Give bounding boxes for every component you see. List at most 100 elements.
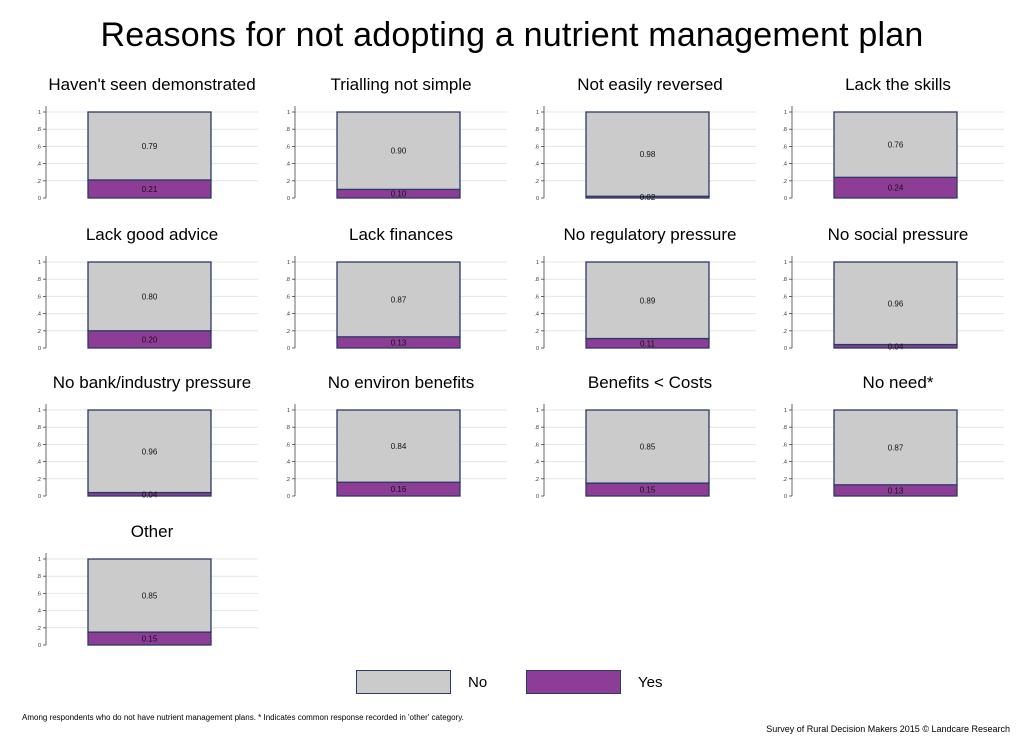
panel-title: Trialling not simple	[330, 75, 472, 94]
value-label-no: 0.79	[142, 142, 158, 151]
y-tick-label: .6	[782, 294, 787, 300]
y-tick-label: .6	[534, 294, 539, 300]
chart-panel: No environ benefits 0 .2 .4 .6 .8 1 0.84 0.16	[281, 373, 521, 513]
y-tick-label: 1	[38, 408, 41, 414]
y-tick-label: .6	[782, 144, 787, 150]
y-tick-label: .2	[36, 179, 41, 185]
panel-plot: 0 .2 .4 .6 .8 1 0.85 0.15	[36, 553, 258, 649]
panel-plot: 0 .2 .4 .6 .8 1 0.90 0.10	[285, 106, 507, 202]
panel-title: Haven't seen demonstrated	[48, 75, 256, 94]
y-tick-label: .8	[36, 425, 41, 431]
y-tick-label: .2	[782, 179, 787, 185]
bar-no	[87, 111, 212, 181]
y-tick-label: .8	[782, 425, 787, 431]
y-tick-label: 1	[536, 110, 539, 116]
y-tick-label: .6	[782, 442, 787, 448]
y-tick-label: .8	[285, 277, 290, 283]
y-tick-label: .8	[36, 127, 41, 133]
y-tick-label: 1	[287, 408, 290, 414]
legend-swatch-no	[356, 670, 451, 694]
y-tick-label: 0	[38, 346, 41, 352]
panel-title: Not easily reversed	[577, 75, 723, 94]
chart-panel: Lack good advice 0 .2 .4 .6 .8 1 0.80 0.20	[32, 225, 272, 365]
bar-no	[336, 409, 461, 483]
y-tick-label: .2	[782, 329, 787, 335]
value-label-no: 0.80	[142, 292, 158, 301]
y-tick-label: .6	[534, 144, 539, 150]
legend-swatch-yes	[526, 670, 621, 694]
y-tick-label: .4	[782, 312, 787, 318]
y-tick-label: 1	[784, 408, 787, 414]
y-tick-label: 0	[287, 494, 290, 500]
y-tick-label: .8	[36, 574, 41, 580]
y-tick-label: 0	[38, 196, 41, 202]
bar-no	[87, 261, 212, 332]
footnote: Among respondents who do not have nutrie…	[22, 713, 464, 722]
chart-panel: Lack finances 0 .2 .4 .6 .8 1 0.87 0.13	[281, 225, 521, 365]
panel-plot: 0 .2 .4 .6 .8 1 0.84 0.16	[285, 404, 507, 500]
bar-no	[833, 409, 958, 486]
y-tick-label: 1	[536, 260, 539, 266]
y-tick-label: .8	[534, 127, 539, 133]
value-label-yes: 0.15	[640, 486, 656, 495]
y-tick-label: .4	[36, 312, 41, 318]
legend-label-no: No	[468, 674, 488, 691]
value-label-no: 0.96	[888, 299, 904, 308]
y-tick-label: .4	[36, 609, 41, 615]
y-tick-label: .4	[534, 460, 539, 466]
y-tick-label: .8	[534, 425, 539, 431]
y-tick-label: 1	[38, 557, 41, 563]
y-tick-label: 1	[536, 408, 539, 414]
panel-title: No need*	[862, 373, 934, 392]
y-tick-label: 1	[784, 110, 787, 116]
panel-title: Other	[130, 522, 174, 541]
y-tick-label: 0	[536, 346, 539, 352]
y-tick-label: 1	[287, 260, 290, 266]
value-label-yes: 0.24	[888, 184, 904, 193]
bar-no	[585, 409, 710, 484]
y-tick-label: .8	[285, 127, 290, 133]
panel-plot: 0 .2 .4 .6 .8 1 0.76 0.24	[782, 106, 1004, 202]
chart-panel: Benefits < Costs 0 .2 .4 .6 .8 1 0.85 0.15	[530, 373, 770, 513]
y-tick-label: 0	[784, 196, 787, 202]
panel-title: Benefits < Costs	[587, 373, 713, 392]
panel-plot: 0 .2 .4 .6 .8 1 0.87 0.13	[285, 256, 507, 352]
bar-no	[833, 261, 958, 346]
y-tick-label: 1	[38, 260, 41, 266]
value-label-no: 0.96	[142, 447, 158, 456]
y-tick-label: .8	[36, 277, 41, 283]
y-tick-label: 0	[536, 196, 539, 202]
panel-plot: 0 .2 .4 .6 .8 1 0.89 0.11	[534, 256, 756, 352]
panel-title: No environ benefits	[327, 373, 475, 392]
y-tick-label: 1	[38, 110, 41, 116]
panel-plot: 0 .2 .4 .6 .8 1 0.79 0.21	[36, 106, 258, 202]
value-label-yes: 0.04	[142, 490, 158, 499]
panel-plot: 0 .2 .4 .6 .8 1 0.96 0.04	[782, 256, 1004, 352]
value-label-no: 0.90	[391, 147, 407, 156]
chart-panel: No regulatory pressure 0 .2 .4 .6 .8 1 0.89 0.11	[530, 225, 770, 365]
y-tick-label: .2	[782, 477, 787, 483]
y-tick-label: .2	[285, 477, 290, 483]
y-tick-label: .6	[285, 144, 290, 150]
y-tick-label: 0	[784, 494, 787, 500]
y-tick-label: .8	[534, 277, 539, 283]
value-label-no: 0.98	[640, 150, 656, 159]
value-label-no: 0.87	[888, 443, 904, 452]
bar-no	[87, 409, 212, 494]
chart-panel: No social pressure 0 .2 .4 .6 .8 1 0.96 0.04	[778, 225, 1018, 365]
value-label-no: 0.87	[391, 295, 407, 304]
bar-no	[87, 558, 212, 633]
value-label-yes: 0.13	[888, 486, 904, 495]
y-tick-label: .2	[36, 477, 41, 483]
y-tick-label: .2	[285, 179, 290, 185]
y-tick-label: .8	[782, 127, 787, 133]
y-tick-label: .4	[534, 312, 539, 318]
value-label-yes: 0.04	[888, 342, 904, 351]
y-tick-label: 0	[784, 346, 787, 352]
legend-label-yes: Yes	[638, 674, 663, 691]
bar-no	[833, 111, 958, 179]
panel-title: Lack the skills	[845, 75, 951, 94]
y-tick-label: .6	[285, 442, 290, 448]
y-tick-label: .2	[36, 329, 41, 335]
